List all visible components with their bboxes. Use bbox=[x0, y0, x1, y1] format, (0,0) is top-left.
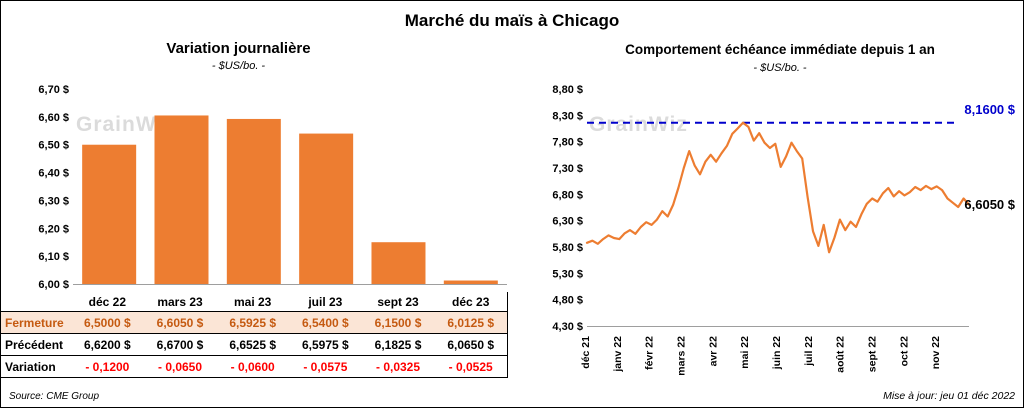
svg-text:déc 21: déc 21 bbox=[580, 336, 592, 369]
table-row-precedent: Précédent 6,6200 $ 6,6700 $ 6,6525 $ 6,5… bbox=[1, 334, 507, 356]
svg-text:6,50 $: 6,50 $ bbox=[38, 140, 69, 152]
table-row-variation: Variation - 0,1200 - 0,0650 - 0,0600 - 0… bbox=[1, 356, 507, 378]
svg-text:oct 22: oct 22 bbox=[898, 336, 910, 367]
table-cell: 6,6700 $ bbox=[156, 337, 204, 352]
table-cell: 6,6200 $ bbox=[83, 337, 131, 352]
table-cell: 6,5925 $ bbox=[229, 315, 277, 330]
bar-chart: 6,00 $ 6,10 $ 6,20 $ 6,30 $ 6,40 $ 6,50 $ 6,60… bbox=[38, 84, 507, 291]
table-row-fermeture: Fermeture 6,5000 $ 6,6050 $ 6,5925 $ 6,5… bbox=[1, 312, 507, 334]
svg-text:nov 22: nov 22 bbox=[930, 336, 942, 369]
table-cell: - 0,0575 bbox=[303, 359, 348, 374]
bar-chart-title: Variation journalière bbox=[166, 40, 311, 57]
svg-text:5,30 $: 5,30 $ bbox=[552, 268, 583, 280]
svg-text:6,20 $: 6,20 $ bbox=[38, 223, 69, 235]
svg-text:mars 22: mars 22 bbox=[676, 336, 688, 376]
svg-text:4,30 $: 4,30 $ bbox=[552, 321, 583, 333]
row-label: Variation bbox=[5, 359, 56, 374]
table-cell: 6,5975 $ bbox=[301, 337, 349, 352]
grainwiz-watermark: GrainWiz bbox=[589, 113, 688, 136]
svg-text:juin 22: juin 22 bbox=[771, 336, 783, 370]
svg-text:6,70 $: 6,70 $ bbox=[38, 84, 69, 96]
table-cell: - 0,0600 bbox=[230, 359, 275, 374]
table-cell: 6,5000 $ bbox=[83, 315, 131, 330]
table-cell: 6,6525 $ bbox=[229, 337, 277, 352]
svg-text:mai 22: mai 22 bbox=[739, 336, 751, 369]
svg-text:6,40 $: 6,40 $ bbox=[38, 168, 69, 180]
table-header-row: déc 22 mars 23 mai 23 juil 23 sept 23 dé… bbox=[1, 292, 507, 312]
source-note: Source: CME Group bbox=[9, 391, 100, 402]
table-cell: - 0,0650 bbox=[157, 359, 203, 374]
table-cell: 6,1500 $ bbox=[374, 315, 422, 330]
table-cell: 6,0125 $ bbox=[447, 315, 495, 330]
svg-text:6,30 $: 6,30 $ bbox=[552, 216, 583, 228]
svg-text:févr 22: févr 22 bbox=[644, 336, 656, 370]
table-cell: - 0,0525 bbox=[448, 359, 493, 374]
price-table: déc 22 mars 23 mai 23 juil 23 sept 23 dé… bbox=[1, 292, 508, 378]
svg-text:6,10 $: 6,10 $ bbox=[38, 251, 69, 263]
svg-text:8,30 $: 8,30 $ bbox=[552, 110, 583, 122]
svg-text:avr 22: avr 22 bbox=[707, 336, 719, 367]
svg-text:7,30 $: 7,30 $ bbox=[552, 163, 583, 175]
svg-text:janv 22: janv 22 bbox=[612, 336, 624, 373]
line-chart-title: Comportement échéance immédiate depuis 1… bbox=[625, 42, 935, 57]
max-price-label: 8,1600 $ bbox=[964, 102, 1015, 117]
table-header-cell: sept 23 bbox=[377, 294, 419, 309]
svg-text:6,80 $: 6,80 $ bbox=[552, 189, 583, 201]
svg-text:8,80 $: 8,80 $ bbox=[552, 84, 583, 96]
page-title: Marché du maïs à Chicago bbox=[404, 11, 620, 30]
row-label: Fermeture bbox=[5, 315, 64, 330]
table-cell: 6,5400 $ bbox=[301, 315, 349, 330]
table-header-cell: mai 23 bbox=[234, 294, 272, 309]
bar-chart-subtitle: - $US/bo. - bbox=[211, 60, 266, 72]
last-price-label: 6,6050 $ bbox=[964, 197, 1015, 212]
svg-text:6,60 $: 6,60 $ bbox=[38, 112, 69, 124]
grainwiz-watermark: GrainWiz bbox=[76, 113, 175, 136]
last-updated-note: Mise à jour: jeu 01 déc 2022 bbox=[883, 390, 1015, 402]
row-label: Précédent bbox=[5, 337, 64, 352]
svg-text:août 22: août 22 bbox=[835, 336, 847, 373]
table-cell: 6,1825 $ bbox=[374, 337, 422, 352]
svg-text:juil 22: juil 22 bbox=[803, 336, 815, 367]
table-header-cell: déc 23 bbox=[452, 294, 490, 309]
table-cell: - 0,1200 bbox=[85, 359, 130, 374]
table-cell: - 0,0325 bbox=[376, 359, 421, 374]
line-chart: 4,30 $ 4,80 $ 5,30 $ 5,80 $ 6,30 $ 6,80 $ 7,30… bbox=[552, 84, 971, 376]
svg-text:6,30 $: 6,30 $ bbox=[38, 195, 69, 207]
table-cell: 6,0650 $ bbox=[447, 337, 495, 352]
table-cell: 6,6050 $ bbox=[156, 315, 204, 330]
svg-text:sept 22: sept 22 bbox=[867, 336, 879, 372]
svg-text:5,80 $: 5,80 $ bbox=[552, 242, 583, 254]
table-header-cell: déc 22 bbox=[88, 294, 127, 309]
svg-text:6,00 $: 6,00 $ bbox=[38, 279, 69, 291]
svg-text:4,80 $: 4,80 $ bbox=[552, 295, 583, 307]
svg-text:7,80 $: 7,80 $ bbox=[552, 137, 583, 149]
table-header-cell: mars 23 bbox=[157, 294, 203, 309]
table-header-cell: juil 23 bbox=[308, 294, 343, 309]
line-chart-subtitle: - $US/bo. - bbox=[753, 62, 807, 74]
